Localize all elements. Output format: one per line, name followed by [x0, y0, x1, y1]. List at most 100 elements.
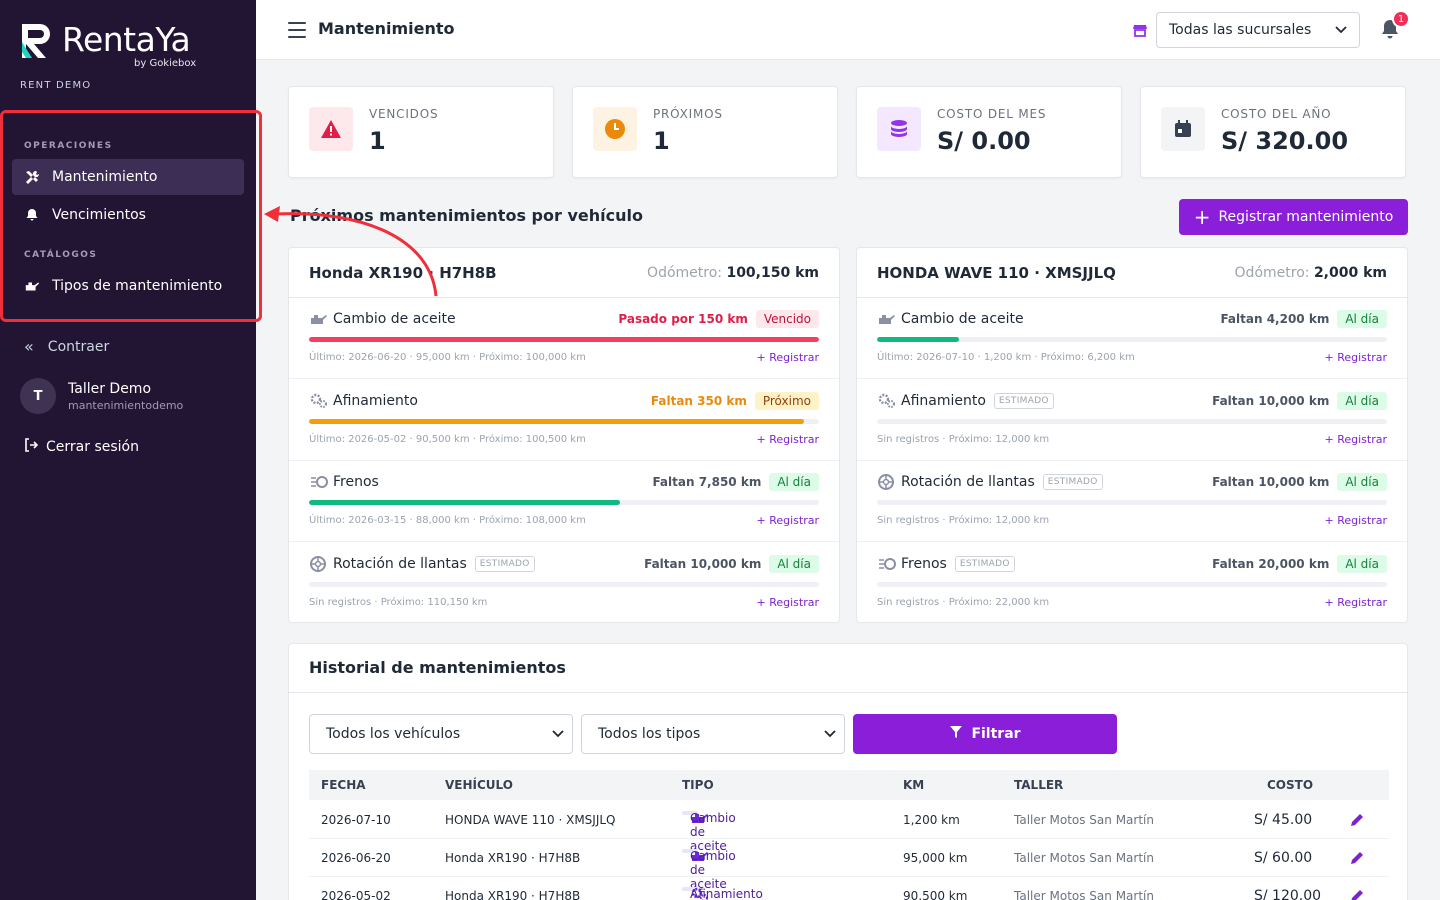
- filter-icon: [949, 725, 963, 743]
- maintenance-item: Cambio de aceite Faltan 4,200 km Al día Últ…: [857, 298, 1407, 379]
- register-link[interactable]: + Registrar: [1324, 514, 1387, 527]
- highlight-box: [0, 110, 262, 322]
- cell-vehiculo: HONDA WAVE 110 · XMSJJLQ: [445, 813, 616, 827]
- cell-costo: S/ 45.00: [1254, 812, 1313, 828]
- cell-costo: S/ 60.00: [1254, 850, 1313, 866]
- status-badge: Próximo: [754, 391, 819, 410]
- progress-bar: [877, 581, 1387, 587]
- status-badge: Al día: [1337, 554, 1387, 573]
- maintenance-item: Rotación de llantas ESTIMADO Faltan 10,000…: [857, 461, 1407, 542]
- chevron-down-icon: [552, 726, 564, 742]
- user-profile[interactable]: T Taller Demo mantenimientodemo: [20, 378, 183, 414]
- topbar: Mantenimiento Todas las sucursales 1: [256, 0, 1440, 60]
- sidebar-item-tipos-mantenimiento[interactable]: Tipos de mantenimiento: [12, 268, 244, 304]
- progress-bar: [877, 337, 1387, 342]
- progress-bar: [309, 418, 819, 424]
- cell-fecha: 2026-05-02: [321, 889, 391, 900]
- user-name: Taller Demo: [68, 380, 152, 397]
- coins-icon: [877, 107, 921, 151]
- edit-pencil-icon[interactable]: [1349, 888, 1365, 900]
- cell-km: 90,500 km: [903, 889, 968, 900]
- register-link[interactable]: + Registrar: [756, 351, 819, 364]
- odometer: Odómetro: 100,150 km: [647, 264, 819, 281]
- maintenance-status: Faltan 350 km Próximo: [651, 391, 819, 410]
- column-header: VEHÍCULO: [445, 778, 513, 792]
- chevron-down-icon: [1335, 22, 1347, 38]
- status-badge: Al día: [1337, 391, 1387, 410]
- register-link[interactable]: + Registrar: [756, 595, 819, 609]
- filter-button-label: Filtrar: [971, 726, 1021, 742]
- table-row: 2026-05-02 Honda XR190 · H7H8B Afinamiento…: [309, 877, 1389, 900]
- oil-can-icon: [690, 849, 710, 863]
- table-row: 2026-06-20 Honda XR190 · H7H8B Cambio de a…: [309, 839, 1389, 891]
- maintenance-history-text: Sin registros · Próximo: 12,000 km: [877, 515, 1050, 526]
- filter-button[interactable]: Filtrar: [853, 714, 1117, 754]
- stat-card-vencidos: VENCIDOS 1: [288, 86, 554, 178]
- branch-select[interactable]: Todas las sucursales: [1156, 12, 1360, 48]
- stat-card-costo-mes: COSTO DEL MES S/ 0.00: [856, 86, 1122, 178]
- sidebar-item-vencimientos[interactable]: Vencimientos: [12, 197, 244, 233]
- type-filter-value: Todos los tipos: [598, 726, 701, 742]
- maintenance-item: Frenos ESTIMADO Faltan 20,000 km Al día Sin …: [857, 543, 1407, 624]
- vehicle-filter-value: Todos los vehículos: [326, 726, 461, 742]
- maintenance-status: Faltan 10,000 km Al día: [1212, 473, 1387, 491]
- vehicle-filter-select[interactable]: Todos los vehículos: [309, 714, 573, 754]
- brake-icon: [309, 474, 329, 490]
- brand-logo[interactable]: RentaYa: [20, 20, 191, 60]
- maintenance-name: Rotación de llantas ESTIMADO: [309, 555, 535, 573]
- rentaya-logo-icon: [22, 24, 50, 58]
- maintenance-history-text: Último: 2026-06-20 · 95,000 km · Próximo…: [309, 352, 586, 363]
- collapse-button[interactable]: « Contraer: [24, 337, 109, 356]
- status-badge: Al día: [1337, 310, 1387, 328]
- maintenance-name: Frenos ESTIMADO: [877, 555, 1015, 572]
- vehicle-card-header: HONDA WAVE 110 · XMSJJLQ Odómetro: 2,000 …: [857, 248, 1407, 298]
- maintenance-item: Afinamiento Faltan 350 km Próximo Último: 2…: [289, 380, 839, 461]
- logout-button[interactable]: Cerrar sesión: [24, 438, 139, 456]
- gears-icon: [690, 887, 710, 900]
- status-badge: Al día: [769, 554, 819, 573]
- cell-km: 1,200 km: [903, 813, 960, 827]
- cell-vehiculo: Honda XR190 · H7H8B: [445, 889, 581, 900]
- store-icon: [1132, 22, 1148, 42]
- history-card: Historial de mantenimientos Todos los ve…: [288, 643, 1408, 900]
- menu-icon[interactable]: [288, 22, 306, 38]
- tire-icon: [877, 473, 897, 491]
- edit-pencil-icon[interactable]: [1349, 812, 1365, 831]
- sidebar-item-mantenimiento[interactable]: Mantenimiento: [12, 159, 244, 195]
- bell-icon: [24, 207, 40, 223]
- sidebar: RentaYa by Gokiebox RENT DEMO OPERACIONE…: [0, 0, 262, 900]
- clock-icon: [593, 107, 637, 151]
- annotation-arrow: [264, 206, 438, 297]
- vehicle-name: Honda XR190 · H7H8B: [309, 263, 497, 282]
- register-link[interactable]: + Registrar: [1324, 595, 1387, 609]
- brand-by: by Gokiebox: [134, 58, 197, 69]
- progress-bar: [309, 337, 819, 342]
- section-label-operaciones: OPERACIONES: [24, 141, 113, 151]
- maintenance-history-text: Último: 2026-07-10 · 1,200 km · Próximo:…: [877, 352, 1135, 363]
- maintenance-status: Pasado por 150 km Vencido: [618, 310, 819, 328]
- maintenance-status: Faltan 10,000 km Al día: [644, 554, 819, 573]
- type-filter-select[interactable]: Todos los tipos: [581, 714, 845, 754]
- maintenance-item: Cambio de aceite Pasado por 150 km Vencido…: [289, 298, 839, 379]
- register-link[interactable]: + Registrar: [756, 432, 819, 446]
- gears-icon: [309, 393, 329, 409]
- stat-card-proximos: PRÓXIMOS 1: [572, 86, 838, 178]
- register-link[interactable]: + Registrar: [1324, 351, 1387, 364]
- cell-vehiculo: Honda XR190 · H7H8B: [445, 851, 581, 865]
- odometer: Odómetro: 2,000 km: [1234, 264, 1387, 281]
- logout-label: Cerrar sesión: [46, 439, 139, 455]
- stat-value: 1: [369, 127, 386, 155]
- edit-pencil-icon[interactable]: [1349, 850, 1365, 869]
- register-link[interactable]: + Registrar: [1324, 432, 1387, 446]
- plus-icon: +: [1193, 205, 1211, 229]
- avatar: T: [20, 378, 56, 414]
- register-maintenance-button[interactable]: + Registrar mantenimiento: [1179, 199, 1408, 235]
- stat-value: S/ 320.00: [1221, 127, 1349, 155]
- oil-can-icon: [309, 312, 329, 326]
- maintenance-name: Afinamiento: [309, 393, 418, 409]
- register-link[interactable]: + Registrar: [756, 514, 819, 527]
- history-title: Historial de mantenimientos: [309, 658, 566, 677]
- maintenance-history-text: Último: 2026-03-15 · 88,000 km · Próximo…: [309, 515, 586, 526]
- sidebar-item-label: Mantenimiento: [52, 169, 158, 185]
- status-badge: Vencido: [755, 310, 819, 328]
